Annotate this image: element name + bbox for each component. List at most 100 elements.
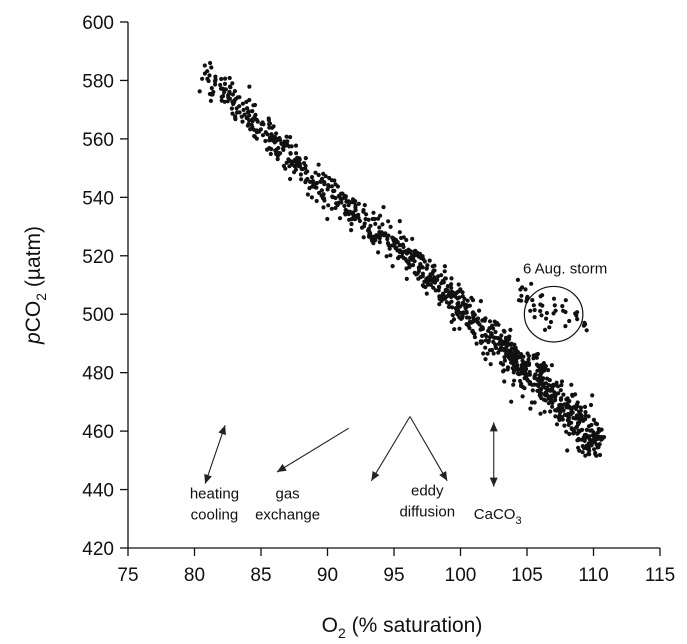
data-point: [282, 139, 287, 144]
x-tick-label: 85: [250, 565, 271, 586]
arrow-head-eddy-left: [371, 471, 380, 481]
data-point: [570, 405, 575, 410]
data-point: [327, 175, 332, 181]
data-point: [346, 203, 351, 208]
data-point: [237, 104, 242, 109]
y-axis-label: pCO2 (µatm): [22, 226, 49, 345]
annotation-eddy-1: diffusion: [399, 503, 455, 520]
data-point: [339, 200, 344, 205]
data-point: [342, 203, 347, 208]
data-point: [556, 415, 562, 421]
data-point: [574, 402, 579, 407]
data-point: [522, 386, 527, 391]
data-point: [456, 282, 461, 287]
data-point: [582, 320, 587, 325]
data-point: [537, 387, 543, 392]
data-point: [391, 243, 396, 248]
data-point: [316, 172, 321, 178]
data-point: [470, 310, 476, 315]
data-point: [454, 306, 459, 311]
data-point: [418, 265, 423, 270]
data-point: [583, 453, 588, 458]
data-point: [209, 65, 214, 70]
data-point: [571, 431, 576, 436]
data-point: [593, 452, 598, 457]
data-point: [548, 319, 554, 325]
data-point: [504, 345, 509, 350]
data-point: [361, 209, 366, 214]
arrow-eddy-right: [409, 416, 448, 482]
data-point: [340, 191, 345, 196]
data-point: [531, 303, 536, 308]
data-point: [584, 427, 590, 432]
y-tick-label: 420: [82, 539, 114, 560]
data-point: [209, 86, 214, 91]
data-point: [509, 399, 514, 404]
data-point: [252, 134, 257, 139]
data-point: [474, 341, 479, 346]
data-point: [567, 431, 572, 437]
data-point: [422, 259, 427, 264]
data-point: [445, 284, 450, 289]
data-point: [506, 337, 512, 342]
data-point: [553, 308, 558, 313]
data-point: [251, 103, 256, 108]
data-point: [520, 285, 525, 290]
data-point: [551, 296, 557, 301]
annotation-gas-1: exchange: [255, 506, 320, 523]
data-point: [303, 170, 308, 175]
data-point: [446, 304, 451, 309]
data-point: [549, 395, 554, 401]
y-tick-label: 560: [82, 130, 114, 151]
data-point: [340, 196, 345, 201]
data-point: [364, 212, 369, 217]
data-point: [247, 84, 252, 89]
data-point: [356, 201, 361, 206]
data-point: [275, 157, 280, 162]
annotation-gas-0: gas: [276, 485, 300, 502]
data-point: [325, 187, 330, 192]
data-point: [594, 442, 599, 447]
data-point: [377, 230, 382, 235]
data-point: [357, 218, 362, 224]
data-point: [349, 228, 354, 233]
data-point: [547, 388, 552, 393]
data-point: [241, 107, 246, 112]
data-point: [294, 156, 299, 161]
data-point: [575, 317, 580, 322]
data-point: [550, 404, 555, 409]
data-point: [385, 237, 390, 242]
data-point: [428, 282, 433, 287]
data-point: [378, 213, 383, 218]
data-point: [260, 133, 266, 138]
data-point: [397, 248, 403, 253]
x-tick-label: 75: [117, 565, 138, 586]
data-point: [309, 175, 315, 180]
data-point: [584, 328, 589, 333]
data-point: [450, 290, 456, 295]
data-point: [541, 376, 546, 381]
data-point: [406, 260, 411, 265]
data-point: [320, 196, 326, 201]
data-point: [362, 221, 367, 226]
data-point: [388, 253, 393, 258]
data-point: [518, 378, 523, 384]
data-point: [455, 312, 460, 317]
data-point: [219, 98, 224, 103]
storm-circle: [523, 285, 584, 343]
data-point: [449, 282, 454, 287]
data-point: [333, 182, 338, 187]
data-point: [542, 392, 548, 398]
data-point: [207, 73, 212, 78]
data-point: [559, 379, 565, 384]
data-point: [592, 447, 597, 452]
data-point: [542, 327, 548, 332]
arrow-head-heating-cooling-start: [204, 473, 212, 484]
data-point: [421, 284, 426, 289]
data-point: [326, 183, 331, 188]
data-point: [399, 254, 405, 259]
data-point: [240, 119, 245, 124]
data-point: [549, 363, 555, 368]
data-point: [370, 238, 375, 243]
